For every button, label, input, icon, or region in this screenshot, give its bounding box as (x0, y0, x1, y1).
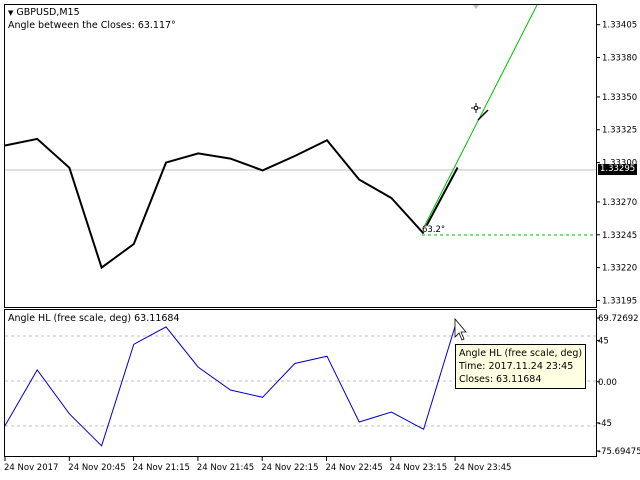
time-tick-label: 24 Nov 22:15 (261, 463, 318, 473)
price-tick-label: 1.33220 (602, 264, 637, 274)
price-tick-label: 1.33270 (602, 198, 637, 208)
price-tick-label: 1.33405 (602, 21, 637, 31)
symbol-label: GBPUSD,M15 (16, 7, 80, 18)
price-tick-label: 1.33325 (602, 126, 637, 136)
main-pane-frame (4, 4, 597, 308)
price-tick-label: 1.33300 (602, 159, 637, 169)
price-tick-label: 1.33380 (602, 54, 637, 64)
time-tick-label: 24 Nov 21:15 (133, 463, 190, 473)
angle-info-label: Angle between the Closes: 63.117° (8, 20, 176, 31)
crosshair-cursor-icon (471, 103, 489, 121)
time-tick-label: 24 Nov 21:45 (197, 463, 254, 473)
collapse-triangle-icon[interactable]: ▼ (8, 9, 14, 17)
indicator-line (4, 323, 457, 447)
price-tick-label: 1.33245 (602, 231, 637, 241)
indicator-tick-label: -45 (598, 419, 612, 429)
angle-trend-line[interactable] (423, 4, 538, 228)
tooltip-line-time: Time: 2017.11.24 23:45 (459, 361, 574, 372)
price-tick-label: 1.33195 (602, 296, 637, 306)
indicator-title: Angle HL (free scale, deg) 63.11684 (8, 313, 180, 324)
time-tick-label: 24 Nov 22:45 (326, 463, 383, 473)
symbol-header[interactable]: ▼ GBPUSD,M15 (8, 7, 80, 18)
time-tick-label: 24 Nov 23:45 (454, 463, 511, 473)
time-tick-label: 24 Nov 23:15 (390, 463, 447, 473)
time-tick-label: 24 Nov 2017 (4, 463, 58, 473)
mouse-pointer-icon (454, 317, 467, 341)
indicator-tick-label: 45 (598, 337, 609, 347)
indicator-tick-label: 0.00 (598, 378, 617, 388)
indicator-pane-frame (4, 309, 597, 457)
triangle-marker-icon (473, 5, 479, 9)
price-tick-label: 1.33350 (602, 93, 637, 103)
current-price-tag: 1.33295 (598, 164, 638, 175)
tooltip-line-value: Closes: 63.11684 (459, 374, 542, 385)
angle-segment (425, 166, 459, 226)
price-close-line (4, 137, 425, 270)
time-tick-label: 24 Nov 20:45 (68, 463, 125, 473)
tooltip-line-name: Angle HL (free scale, deg) (459, 348, 583, 359)
indicator-tooltip: Angle HL (free scale, deg) Time: 2017.11… (455, 344, 587, 389)
angle-value-label: 63.2° (422, 225, 446, 235)
indicator-tick-label: -75.69475 (598, 447, 640, 457)
indicator-tick-label: 69.72692 (598, 314, 639, 324)
